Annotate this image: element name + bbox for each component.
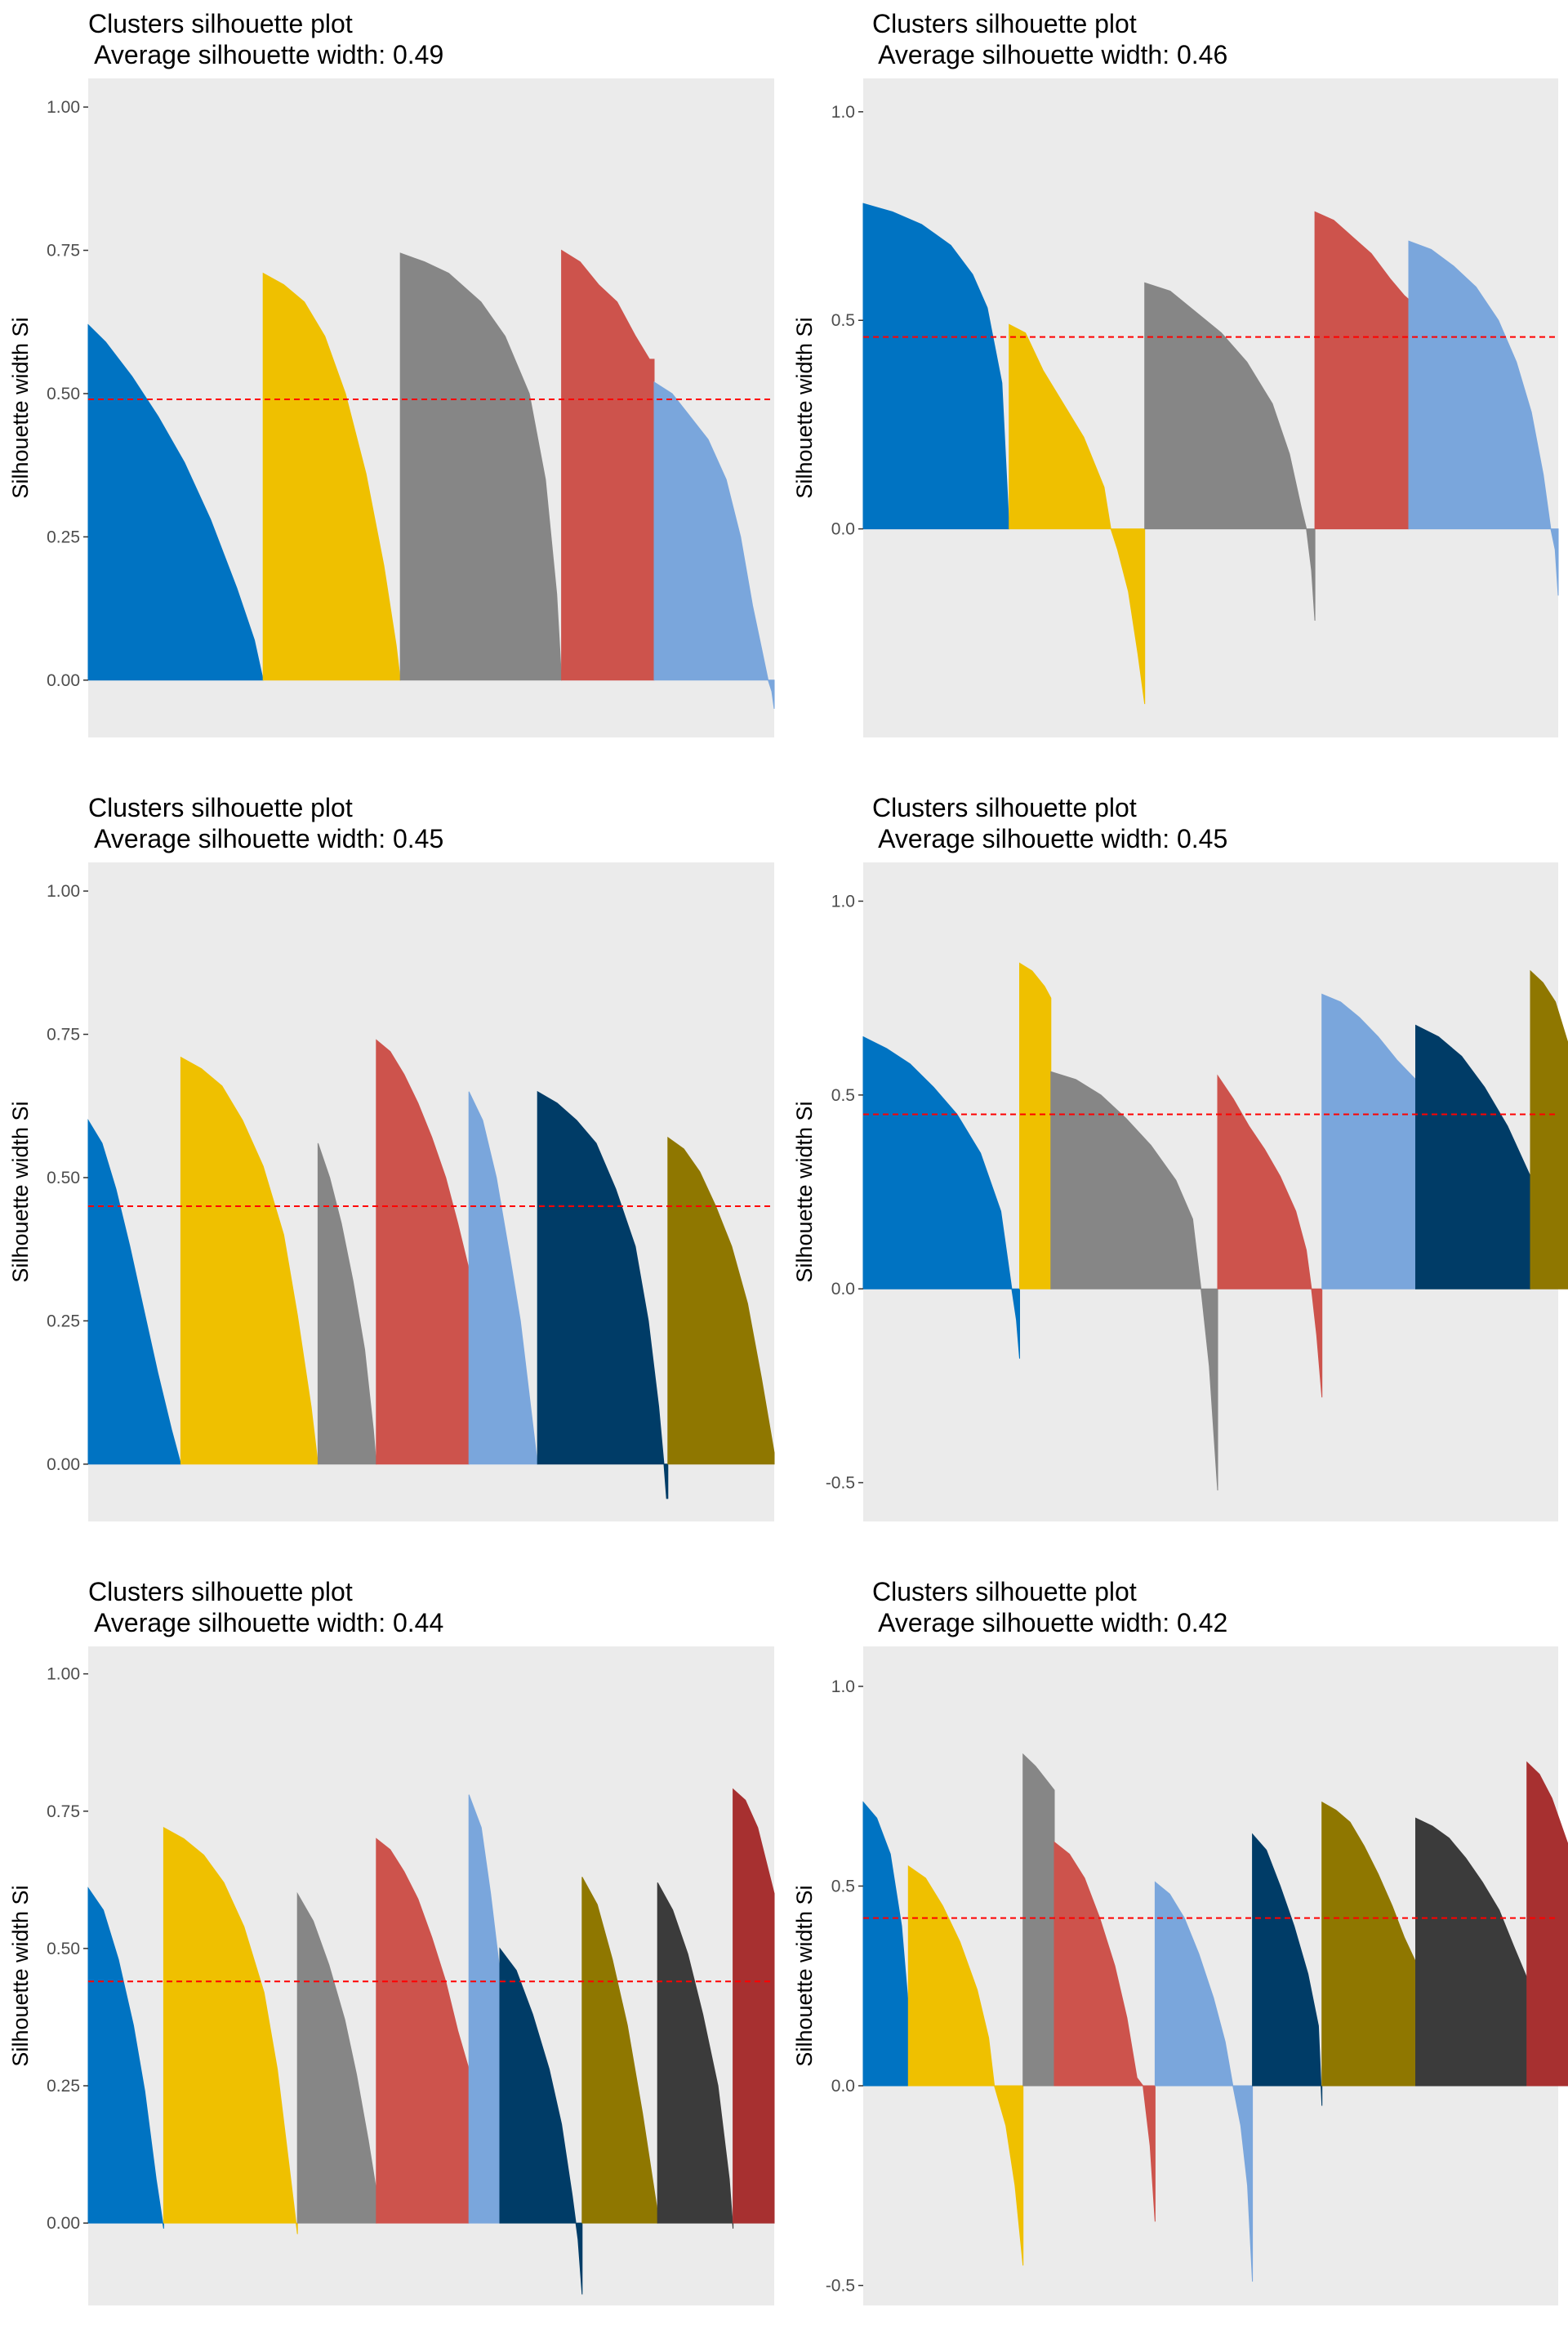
y-tick-label: 0.00 bbox=[47, 2214, 80, 2233]
silhouette-chart-3: Clusters silhouette plot Average silhoue… bbox=[0, 784, 784, 1568]
chart-title: Clusters silhouette plot bbox=[88, 793, 353, 822]
cluster-1-silhouette-area bbox=[87, 1886, 164, 2229]
chart-title: Clusters silhouette plot bbox=[88, 1577, 353, 1606]
cluster-4-silhouette-area bbox=[1217, 1074, 1323, 1398]
chart-title: Clusters silhouette plot bbox=[872, 9, 1137, 38]
cluster-2-silhouette-area bbox=[262, 272, 401, 681]
chart-subtitle: Average silhouette width: 0.45 bbox=[872, 824, 1227, 853]
y-tick-label: 0.0 bbox=[831, 520, 855, 539]
y-tick-label: 0.00 bbox=[47, 671, 80, 690]
chart-title: Clusters silhouette plot bbox=[88, 9, 353, 38]
silhouette-chart-4: Clusters silhouette plot Average silhoue… bbox=[784, 784, 1568, 1568]
silhouette-chart-1: Clusters silhouette plot Average silhoue… bbox=[0, 0, 784, 784]
y-tick-label: 0.00 bbox=[47, 1455, 80, 1474]
cluster-7-silhouette-area bbox=[1530, 969, 1568, 1290]
chart-svg: Clusters silhouette plot Average silhoue… bbox=[792, 1577, 1568, 2305]
chart-subtitle: Average silhouette width: 0.49 bbox=[88, 40, 443, 69]
cluster-5-silhouette-area bbox=[1408, 240, 1559, 596]
y-tick-label: -0.5 bbox=[826, 1474, 855, 1493]
y-tick-label: 0.25 bbox=[47, 1312, 80, 1330]
chart-svg: Clusters silhouette plot Average silhoue… bbox=[8, 9, 775, 737]
y-tick-label: 0.5 bbox=[831, 1877, 855, 1895]
cluster-3-silhouette-area bbox=[1144, 282, 1316, 621]
cluster-2-silhouette-area bbox=[907, 1865, 1024, 2266]
cluster-6-silhouette-area bbox=[537, 1090, 669, 1499]
chart-svg: Clusters silhouette plot Average silhoue… bbox=[792, 793, 1568, 1521]
y-tick-label: 0.0 bbox=[831, 1280, 855, 1298]
cluster-5-silhouette-area bbox=[1154, 1881, 1254, 2282]
y-tick-label: 0.50 bbox=[47, 385, 80, 403]
silhouette-chart-5: Clusters silhouette plot Average silhoue… bbox=[0, 1568, 784, 2352]
y-tick-label: 0.75 bbox=[47, 242, 80, 261]
chart-title: Clusters silhouette plot bbox=[872, 1577, 1137, 1606]
y-tick-label: -0.5 bbox=[826, 2277, 855, 2296]
y-tick-label: 1.00 bbox=[47, 882, 80, 901]
y-tick-label: 0.50 bbox=[47, 1169, 80, 1187]
cluster-1-silhouette-area bbox=[862, 203, 1010, 530]
chart-subtitle: Average silhouette width: 0.46 bbox=[872, 40, 1227, 69]
cluster-8-silhouette-area bbox=[657, 1882, 734, 2229]
cluster-6-silhouette-area bbox=[499, 1947, 583, 2295]
y-tick-label: 1.0 bbox=[831, 892, 855, 911]
y-tick-label: 0.75 bbox=[47, 1802, 80, 1821]
y-tick-label: 0.50 bbox=[47, 1940, 80, 1958]
y-tick-label: 0.5 bbox=[831, 311, 855, 330]
chart-svg: Clusters silhouette plot Average silhoue… bbox=[8, 793, 775, 1521]
chart-svg: Clusters silhouette plot Average silhoue… bbox=[792, 9, 1559, 737]
silhouette-chart-2: Clusters silhouette plot Average silhoue… bbox=[784, 0, 1568, 784]
y-axis-title: Silhouette width Si bbox=[792, 1885, 817, 2066]
cluster-3-silhouette-area bbox=[1022, 1753, 1055, 2087]
cluster-1-silhouette-area bbox=[87, 323, 264, 681]
chart-svg: Clusters silhouette plot Average silhoue… bbox=[8, 1577, 775, 2305]
cluster-5-silhouette-area bbox=[653, 381, 775, 709]
cluster-2-silhouette-area bbox=[163, 1827, 298, 2234]
y-axis-title: Silhouette width Si bbox=[792, 1101, 817, 1282]
y-tick-label: 1.0 bbox=[831, 1677, 855, 1696]
cluster-3-silhouette-area bbox=[317, 1143, 377, 1465]
cluster-2-silhouette-area bbox=[1019, 962, 1052, 1290]
cluster-3-silhouette-area bbox=[399, 252, 563, 681]
y-axis-title: Silhouette width Si bbox=[8, 1101, 33, 1282]
cluster-3-silhouette-area bbox=[1050, 1071, 1218, 1491]
cluster-2-silhouette-area bbox=[180, 1056, 318, 1465]
y-tick-label: 0.25 bbox=[47, 2077, 80, 2096]
chart-subtitle: Average silhouette width: 0.45 bbox=[88, 824, 443, 853]
cluster-7-silhouette-area bbox=[667, 1136, 775, 1465]
y-tick-label: 0.25 bbox=[47, 528, 80, 546]
cluster-4-silhouette-area bbox=[1054, 1841, 1156, 2222]
cluster-9-silhouette-area bbox=[1526, 1761, 1568, 2087]
y-tick-label: 0.75 bbox=[47, 1026, 80, 1045]
cluster-6-silhouette-area bbox=[1252, 1833, 1323, 2106]
cluster-2-silhouette-area bbox=[1009, 323, 1146, 705]
y-axis-title: Silhouette width Si bbox=[792, 317, 817, 498]
silhouette-chart-6: Clusters silhouette plot Average silhoue… bbox=[784, 1568, 1568, 2352]
chart-title: Clusters silhouette plot bbox=[872, 793, 1137, 822]
chart-subtitle: Average silhouette width: 0.44 bbox=[88, 1608, 443, 1637]
y-tick-label: 1.0 bbox=[831, 103, 855, 122]
y-tick-label: 1.00 bbox=[47, 98, 80, 117]
y-axis-title: Silhouette width Si bbox=[8, 317, 33, 498]
y-tick-label: 0.5 bbox=[831, 1086, 855, 1105]
y-axis-title: Silhouette width Si bbox=[8, 1885, 33, 2066]
y-tick-label: 1.00 bbox=[47, 1665, 80, 1684]
cluster-5-silhouette-area bbox=[468, 1091, 538, 1465]
chart-subtitle: Average silhouette width: 0.42 bbox=[872, 1608, 1227, 1637]
cluster-1-silhouette-area bbox=[862, 1036, 1020, 1359]
y-tick-label: 0.0 bbox=[831, 2077, 855, 2096]
cluster-9-silhouette-area bbox=[733, 1788, 775, 2224]
